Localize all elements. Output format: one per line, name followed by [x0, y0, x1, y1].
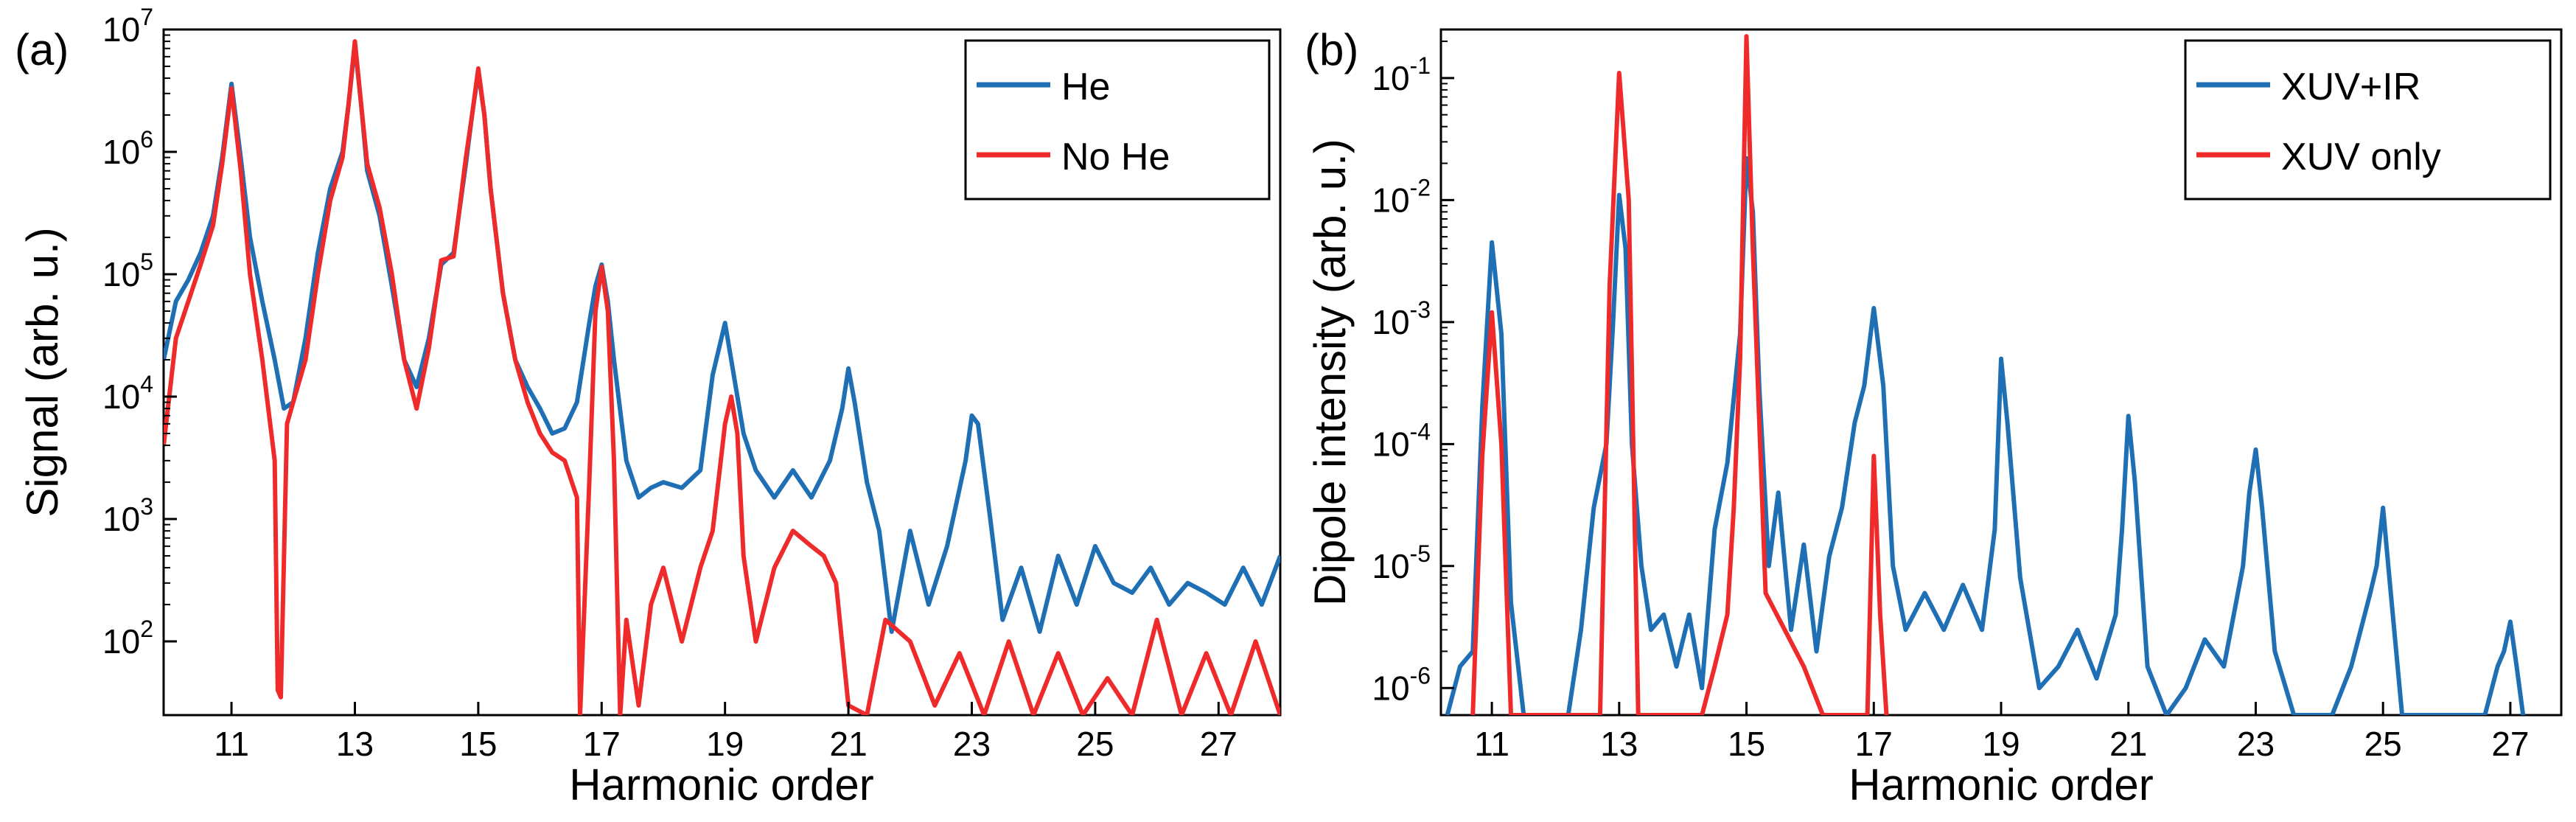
x-axis-label-b: Harmonic order [1849, 760, 2153, 809]
y-tick-label: 102 [102, 616, 153, 661]
series-line-no-he [164, 39, 1280, 715]
x-tick-label: 15 [1728, 725, 1765, 763]
x-tick-label: 19 [706, 725, 744, 763]
lines-b [1445, 34, 2526, 715]
y-tick-label: 103 [102, 493, 153, 538]
x-tick-label: 11 [1474, 725, 1509, 763]
y-tick-label: 106 [102, 126, 153, 171]
x-tick-label: 21 [2109, 725, 2147, 763]
y-axis-label-a: Signal (arb. u.) [18, 227, 67, 518]
y-tick-label: 10-6 [1372, 662, 1431, 707]
x-tick-label: 17 [583, 725, 621, 763]
legend-label-he: He [1061, 66, 1110, 108]
x-tick-label: 19 [1982, 725, 2020, 763]
x-tick-label: 15 [459, 725, 497, 763]
x-axis-label-a: Harmonic order [569, 760, 873, 809]
y-tick-label: 105 [102, 248, 153, 293]
series-line-he [164, 42, 1280, 634]
y-tick-label: 10-5 [1372, 540, 1431, 585]
legend-label-no-he: No He [1061, 136, 1170, 178]
panel-label-a: (a) [15, 25, 69, 74]
x-tick-label: 27 [2491, 725, 2529, 763]
series-line-xuv-only [1470, 34, 1889, 715]
x-tick-label: 27 [1200, 725, 1238, 763]
x-tick-label: 23 [2237, 725, 2275, 763]
x-tick-label: 17 [1855, 725, 1893, 763]
y-tick-label: 107 [102, 4, 153, 49]
plot-area-a [162, 28, 1282, 717]
y-axis-label-b: Dipole intensity (arb. u.) [1305, 139, 1355, 606]
x-tick-label: 25 [2364, 725, 2402, 763]
legend-b: XUV+IR XUV only [2184, 39, 2552, 201]
legend-a: He No He [964, 39, 1271, 201]
panel-b: (b) 10-6 10-5 10-4 10-3 10-2 10-1 11 13 15 17 19 2… [1305, 25, 2563, 809]
y-tick-label: 104 [102, 371, 153, 416]
legend-label-xuv-only: XUV only [2281, 136, 2441, 178]
x-tick-label: 13 [1600, 725, 1638, 763]
panel-label-b: (b) [1305, 25, 1358, 74]
panel-a: (a) 102 103 104 105 106 107 11 13 15 17 19 21 23 25 2… [15, 4, 1282, 809]
x-tick-label: 25 [1076, 725, 1114, 763]
lines-a [164, 39, 1280, 715]
y-tick-label: 10-2 [1372, 174, 1431, 219]
x-tick-label: 11 [214, 725, 249, 763]
y-tick-label: 10-3 [1372, 296, 1431, 341]
series-line-xuv-ir [1445, 156, 2526, 715]
y-tick-label: 10-1 [1372, 52, 1431, 97]
y-tick-label: 10-4 [1372, 418, 1431, 463]
x-tick-label: 21 [830, 725, 868, 763]
legend-label-xuv-ir: XUV+IR [2281, 66, 2420, 108]
x-tick-label: 13 [336, 725, 374, 763]
x-tick-label: 23 [953, 725, 991, 763]
